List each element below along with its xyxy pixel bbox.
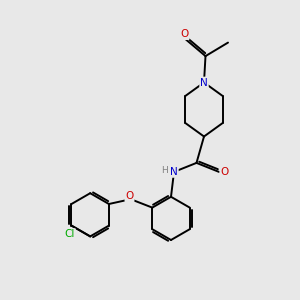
Text: O: O: [220, 167, 229, 177]
Text: Cl: Cl: [64, 229, 75, 239]
Text: H: H: [161, 166, 168, 175]
Text: N: N: [170, 167, 178, 177]
Text: O: O: [125, 191, 134, 201]
Text: O: O: [180, 29, 189, 39]
Text: N: N: [200, 77, 208, 88]
